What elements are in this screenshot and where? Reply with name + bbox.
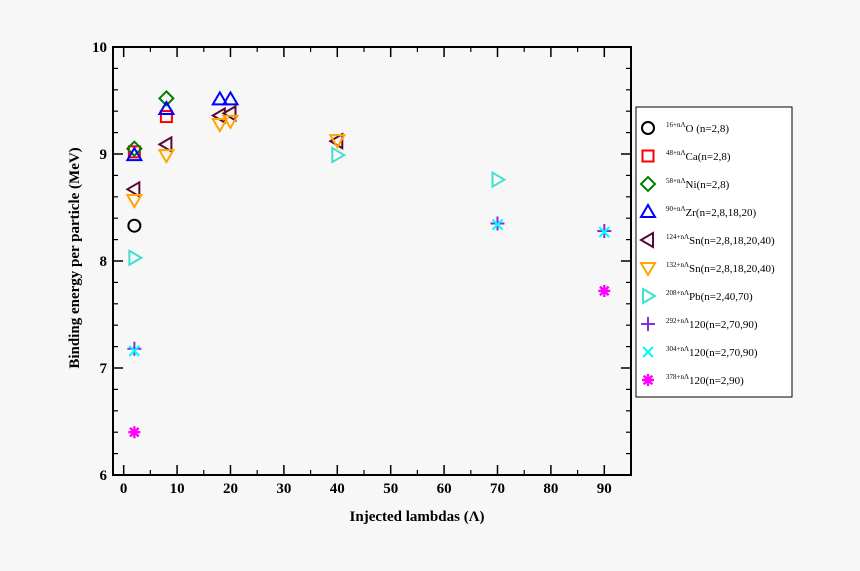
data-point bbox=[491, 170, 507, 189]
data-point bbox=[491, 218, 504, 231]
data-point bbox=[159, 110, 173, 124]
data-point bbox=[331, 146, 347, 164]
data-point bbox=[598, 226, 611, 238]
legend-name: Ni(n=2,8) bbox=[686, 179, 730, 191]
legend-name: Sn(n=2,8,18,20,40) bbox=[689, 263, 775, 275]
data-point bbox=[328, 134, 347, 150]
x-tick-label: 70 bbox=[490, 481, 505, 497]
legend-superscript: 132+nΛ bbox=[666, 261, 689, 269]
legend-entry-label: 58+nΛNi(n=2,8) bbox=[666, 177, 730, 191]
legend-superscript: 16+nΛ bbox=[666, 121, 686, 129]
legend-superscript: 48+nΛ bbox=[666, 149, 686, 157]
legend-superscript: 304+nΛ bbox=[666, 345, 689, 353]
data-point bbox=[125, 146, 144, 162]
legend-superscript: 58+nΛ bbox=[666, 177, 686, 185]
legend-entry-label: 378+nΛ120(n=2,90) bbox=[666, 373, 744, 387]
legend-name: Sn(n=2,8,18,20,40) bbox=[689, 235, 775, 247]
legend-marker bbox=[641, 121, 655, 135]
legend-superscript: 378+nΛ bbox=[666, 373, 689, 381]
legend-entry-label: 48+nΛCa(n=2,8) bbox=[666, 149, 731, 163]
legend: 16+nΛO (n=2,8) 48+nΛCa(n=2,8) 58+nΛNi(n=2,… bbox=[635, 106, 793, 398]
legend-marker bbox=[639, 203, 657, 218]
data-point bbox=[128, 426, 141, 439]
legend-entry-label: 90+nΛZr(n=2,8,18,20) bbox=[666, 205, 757, 219]
legend-entry-label: 208+nΛPb(n=2,40,70) bbox=[666, 289, 753, 303]
x-tick-label: 20 bbox=[223, 481, 238, 497]
axis-ticks: 0 10 20 30 40 50 60 70 80 90 6 7 8 9 10 bbox=[92, 40, 631, 497]
plot-frame bbox=[112, 46, 632, 476]
data-point bbox=[127, 218, 142, 233]
legend-marker bbox=[642, 374, 654, 386]
legend-name: 120(n=2,70,90) bbox=[689, 319, 758, 331]
data-point bbox=[157, 100, 176, 116]
legend-superscript: 124+nΛ bbox=[666, 233, 689, 241]
y-tick-label: 7 bbox=[100, 361, 108, 377]
legend-marker bbox=[639, 231, 654, 249]
y-tick-label: 8 bbox=[100, 254, 108, 270]
data-point bbox=[598, 284, 611, 297]
legend-name: Ca(n=2,8) bbox=[686, 151, 731, 163]
data-point bbox=[221, 104, 237, 123]
x-tick-label: 40 bbox=[330, 481, 345, 497]
legend-entry-label: 16+nΛO (n=2,8) bbox=[666, 121, 729, 135]
data-point bbox=[157, 89, 175, 107]
x-tick-label: 50 bbox=[383, 481, 398, 497]
x-tick-label: 0 bbox=[120, 481, 128, 497]
legend-name: Zr(n=2,8,18,20) bbox=[686, 207, 757, 219]
legend-box bbox=[635, 106, 793, 398]
legend-marker bbox=[642, 346, 654, 358]
data-point bbox=[127, 341, 142, 356]
legend-superscript: 90+nΛ bbox=[666, 205, 686, 213]
data-point bbox=[221, 114, 240, 130]
data-point bbox=[157, 149, 176, 165]
legend-marker bbox=[639, 175, 657, 193]
data-point bbox=[128, 345, 141, 357]
x-tick-label: 80 bbox=[543, 481, 558, 497]
legend-name: Pb(n=2,40,70) bbox=[689, 291, 753, 303]
data-point bbox=[125, 180, 141, 199]
y-axis-title: Binding energy per particle (MeV) bbox=[67, 147, 83, 368]
x-tick-label: 90 bbox=[597, 481, 612, 497]
data-point bbox=[221, 90, 240, 106]
x-tick-label: 10 bbox=[170, 481, 185, 497]
y-tick-label: 9 bbox=[100, 147, 108, 163]
y-tick-label: 10 bbox=[92, 40, 107, 56]
data-point bbox=[125, 194, 144, 209]
legend-marker bbox=[639, 262, 657, 277]
legend-entry-label: 304+nΛ120(n=2,70,90) bbox=[666, 345, 758, 359]
legend-name: 120(n=2,70,90) bbox=[689, 347, 758, 359]
data-point bbox=[128, 249, 144, 267]
legend-marker bbox=[642, 287, 657, 305]
legend-entry-label: 124+nΛSn(n=2,8,18,20,40) bbox=[666, 233, 775, 247]
x-tick-label: 60 bbox=[437, 481, 452, 497]
legend-marker bbox=[641, 149, 655, 163]
data-point bbox=[125, 140, 143, 158]
y-tick-label: 6 bbox=[100, 468, 108, 484]
legend-entry-label: 292+nΛ120(n=2,70,90) bbox=[666, 317, 758, 331]
legend-superscript: 208+nΛ bbox=[666, 289, 689, 297]
legend-name: 120(n=2,90) bbox=[689, 375, 744, 387]
legend-name: O (n=2,8) bbox=[686, 123, 730, 135]
x-tick-label: 30 bbox=[276, 481, 291, 497]
legend-superscript: 292+nΛ bbox=[666, 317, 689, 325]
data-point bbox=[211, 90, 229, 106]
legend-entry-label: 132+nΛSn(n=2,8,18,20,40) bbox=[666, 261, 775, 275]
data-points bbox=[125, 89, 612, 439]
x-axis-title: Injected lambdas (Λ) bbox=[350, 509, 485, 525]
data-point bbox=[211, 118, 229, 134]
legend-marker bbox=[641, 317, 655, 331]
data-point bbox=[157, 135, 173, 154]
